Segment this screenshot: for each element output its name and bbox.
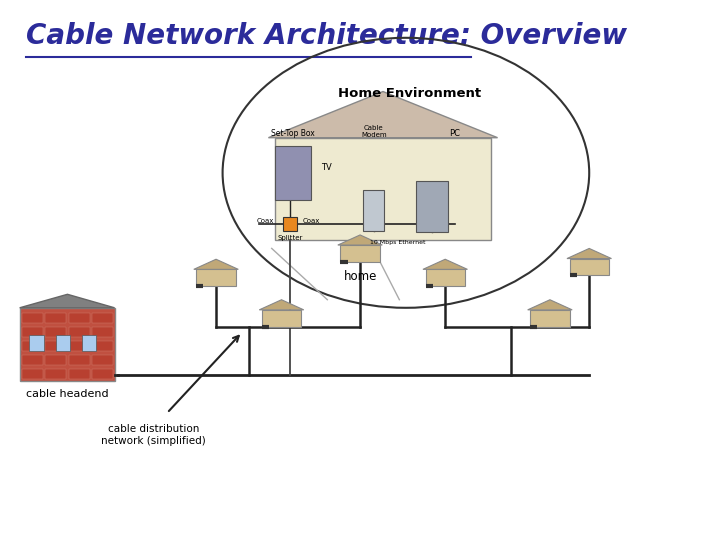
Bar bbox=[275, 146, 311, 200]
Bar bbox=[68, 341, 90, 351]
Text: PC: PC bbox=[449, 129, 461, 138]
Bar bbox=[426, 269, 465, 286]
Bar bbox=[45, 341, 66, 351]
Polygon shape bbox=[259, 300, 304, 310]
Bar bbox=[68, 327, 90, 337]
Text: Home Environment: Home Environment bbox=[338, 87, 481, 100]
Polygon shape bbox=[194, 259, 238, 269]
Bar bbox=[22, 327, 42, 337]
Polygon shape bbox=[338, 235, 382, 245]
Bar bbox=[92, 369, 113, 379]
Bar bbox=[341, 245, 379, 262]
Bar bbox=[22, 341, 42, 351]
Bar bbox=[45, 313, 66, 323]
Bar bbox=[82, 335, 96, 351]
Bar bbox=[22, 313, 42, 323]
Text: Splitter: Splitter bbox=[277, 235, 302, 241]
Text: Set-Top Box: Set-Top Box bbox=[271, 129, 315, 138]
Bar bbox=[92, 327, 113, 337]
Text: home: home bbox=[343, 270, 377, 283]
Polygon shape bbox=[528, 300, 572, 310]
Bar bbox=[68, 369, 90, 379]
Bar bbox=[45, 369, 66, 379]
Bar bbox=[55, 335, 70, 351]
Bar bbox=[92, 355, 113, 365]
Bar bbox=[22, 355, 42, 365]
Bar bbox=[415, 181, 449, 232]
Text: cable distribution
network (simplified): cable distribution network (simplified) bbox=[102, 424, 206, 446]
Bar bbox=[531, 310, 570, 327]
Polygon shape bbox=[423, 259, 467, 269]
Bar bbox=[275, 138, 491, 240]
Bar bbox=[45, 355, 66, 365]
Bar bbox=[364, 190, 384, 231]
Bar bbox=[283, 217, 297, 231]
Bar bbox=[45, 327, 66, 337]
Text: TV: TV bbox=[321, 163, 331, 172]
Text: Cable Network Architecture: Overview: Cable Network Architecture: Overview bbox=[26, 22, 627, 50]
Polygon shape bbox=[19, 294, 114, 308]
Bar bbox=[197, 269, 235, 286]
Bar bbox=[22, 369, 42, 379]
Bar bbox=[30, 335, 44, 351]
Text: cable headend: cable headend bbox=[26, 389, 109, 399]
Bar bbox=[262, 310, 301, 327]
Bar bbox=[92, 341, 113, 351]
Bar bbox=[68, 355, 90, 365]
Bar bbox=[92, 313, 113, 323]
Text: Cable
Modem: Cable Modem bbox=[361, 125, 387, 138]
Text: 10 Mbps Ethernet: 10 Mbps Ethernet bbox=[370, 240, 426, 245]
Bar bbox=[19, 308, 114, 381]
Polygon shape bbox=[567, 248, 611, 259]
Polygon shape bbox=[269, 91, 498, 138]
Text: Coax: Coax bbox=[302, 218, 320, 225]
Text: Coax: Coax bbox=[256, 218, 274, 225]
Bar bbox=[68, 313, 90, 323]
Bar bbox=[570, 259, 609, 275]
